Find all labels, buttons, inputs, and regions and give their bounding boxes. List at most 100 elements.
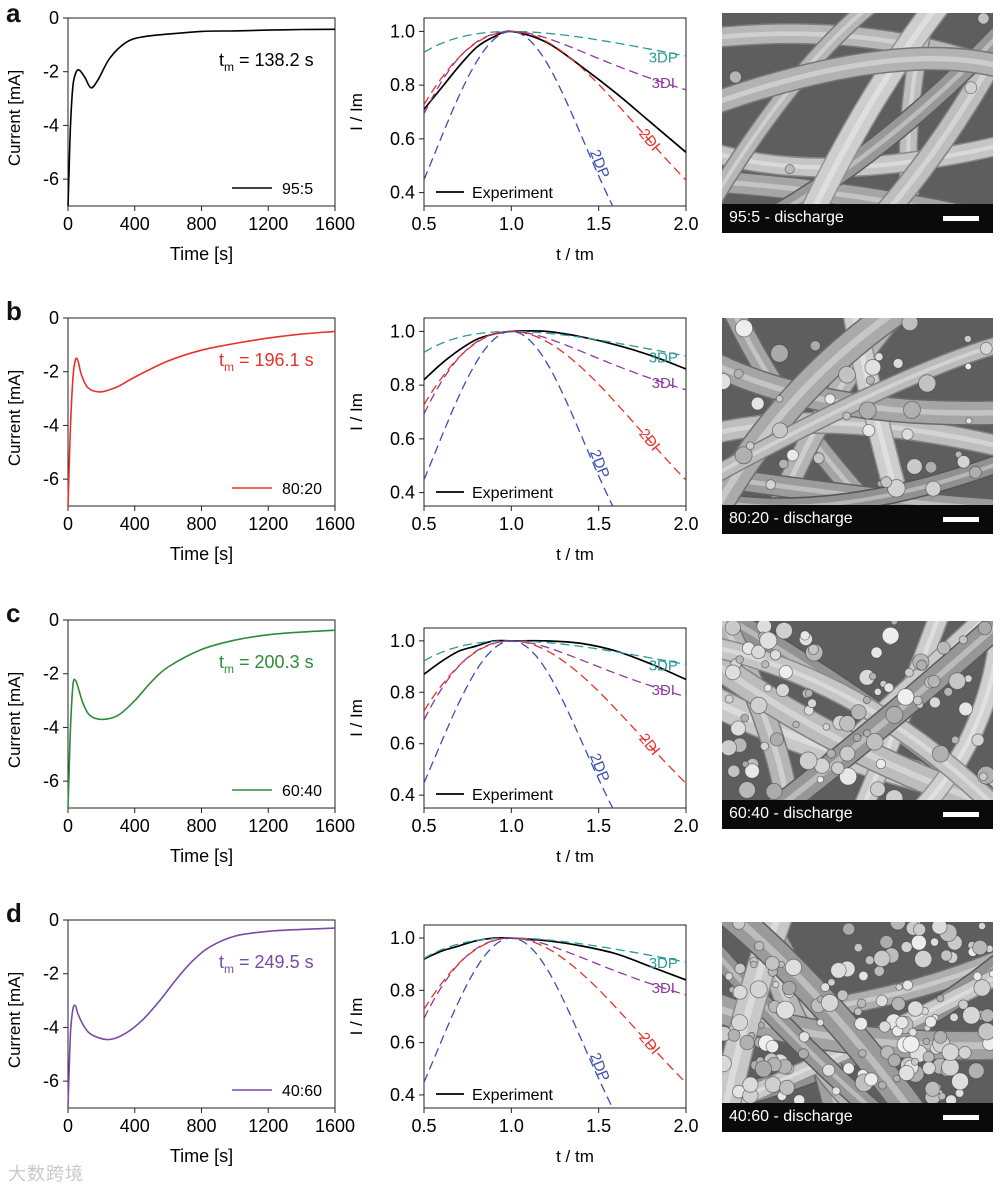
sem-particle [764, 955, 780, 971]
sem-particle [938, 1092, 947, 1101]
sem-particle [822, 723, 831, 731]
x-tick-label: 1600 [315, 514, 355, 534]
sem-particle [858, 401, 877, 420]
sem-particle [941, 1043, 960, 1062]
model-curve-3dp [424, 330, 686, 357]
x-tick-label: 1600 [315, 1116, 355, 1136]
sem-particle [958, 1046, 972, 1060]
plot-frame [423, 317, 687, 507]
sem-fiber-highlight [722, 463, 993, 509]
sem-particle [842, 1062, 855, 1075]
sem-particle [936, 640, 951, 655]
y-tick-label: 0.8 [390, 682, 415, 702]
legend-label: 95:5 [282, 181, 313, 198]
sem-particle [880, 476, 893, 489]
plot-frame [67, 17, 336, 207]
sem-particle [830, 962, 847, 979]
tm-annotation: tm = 249.5 s [219, 952, 314, 976]
sem-particle [910, 1057, 919, 1066]
plot-frame [67, 919, 336, 1109]
x-tick-label: 0.5 [411, 214, 436, 234]
sem-particle [775, 621, 793, 640]
sem-particle [964, 81, 978, 95]
legend-label: Experiment [472, 485, 553, 502]
x-tick-label: 400 [120, 214, 150, 234]
x-tick-label: 0.5 [411, 816, 436, 836]
x-tick-label: 2.0 [673, 214, 698, 234]
sem-particle [916, 659, 928, 671]
sem-particle [858, 970, 869, 982]
sem-particle [892, 358, 904, 369]
y-tick-label: 0.6 [390, 1033, 415, 1053]
sem-particle [839, 745, 856, 762]
x-tick-label: 2.0 [673, 816, 698, 836]
curves-group [424, 30, 686, 206]
sem-particle [853, 1007, 863, 1016]
sem-particle [816, 775, 825, 784]
sem-particle [958, 701, 973, 717]
sem-particle [874, 352, 884, 362]
sem-particle [865, 375, 875, 385]
model-label-2dp: 2DP [586, 751, 613, 784]
x-tick-label: 1200 [248, 514, 288, 534]
sem-caption: 95:5 - discharge [729, 209, 844, 226]
sem-particle [924, 461, 938, 474]
sem-particle [918, 374, 937, 393]
sem-particle [958, 999, 969, 1010]
y-tick-label: 1.0 [390, 21, 415, 41]
tm-symbol: t [219, 652, 224, 672]
sem-image-a: 95:5 - discharge [722, 13, 993, 233]
normalized-plot-a: 0.5 1.0 1.5 2.0 1.0 0.8 0.6 0.4 t / tm I / Im 3DP 3… [347, 17, 699, 264]
sem-particle [724, 972, 734, 981]
y-axis-label: I / Im [347, 998, 366, 1036]
sem-particle [738, 781, 756, 799]
tm-value: = 200.3 s [234, 652, 314, 672]
sem-particle [750, 960, 758, 969]
normalized-plot-b: 0.5 1.0 1.5 2.0 1.0 0.8 0.6 0.4 t / tm I / Im 3DP 3… [347, 317, 699, 564]
sem-particle [900, 941, 913, 953]
sem-particle [901, 318, 919, 332]
y-tick-label: 0.6 [390, 129, 415, 149]
y-tick-label: -6 [43, 469, 59, 489]
sem-particle [724, 621, 741, 636]
sem-particle [965, 417, 973, 425]
sem-particle [902, 979, 914, 991]
y-tick-label: 0.6 [390, 429, 415, 449]
tm-annotation: tm = 200.3 s [219, 652, 314, 676]
sem-particle [901, 428, 914, 441]
y-tick-label: 0.4 [390, 1085, 415, 1105]
sem-particle [868, 672, 877, 681]
y-tick-label: 0.4 [390, 483, 415, 503]
legend-label: 60:40 [282, 783, 322, 800]
panel-letter-a: a [6, 0, 21, 28]
sem-particle [977, 13, 990, 25]
sem-particle [858, 1049, 867, 1058]
sem-particle [931, 744, 950, 763]
model-label-3di: 3DI [652, 682, 675, 699]
sem-particle [910, 934, 927, 951]
sem-particle [980, 1008, 993, 1023]
sem-particle [725, 664, 741, 681]
sem-particle [967, 1062, 985, 1080]
sem-particle [896, 688, 915, 706]
sem-particle [925, 480, 942, 497]
sem-particle [733, 368, 744, 379]
sem-particle [973, 979, 991, 997]
x-axis-label: Time [s] [170, 1146, 233, 1166]
sem-particle [754, 1060, 773, 1078]
sem-image-d: 40:60 - discharge [722, 922, 993, 1132]
sem-particle [887, 1053, 902, 1068]
sem-particle [924, 1080, 941, 1097]
sem-particle [749, 980, 768, 999]
sem-particle [784, 164, 795, 175]
model-curve-2dp [424, 640, 614, 808]
sem-particle [873, 965, 885, 977]
sem-fibers-d [722, 922, 993, 1132]
sem-particle [881, 626, 900, 645]
sem-particle [820, 982, 830, 992]
model-label-2dp: 2DP [586, 147, 613, 180]
sem-particle [949, 1012, 959, 1022]
sem-particle [754, 940, 765, 952]
sem-particle [951, 1072, 969, 1091]
sem-particle [839, 767, 858, 786]
